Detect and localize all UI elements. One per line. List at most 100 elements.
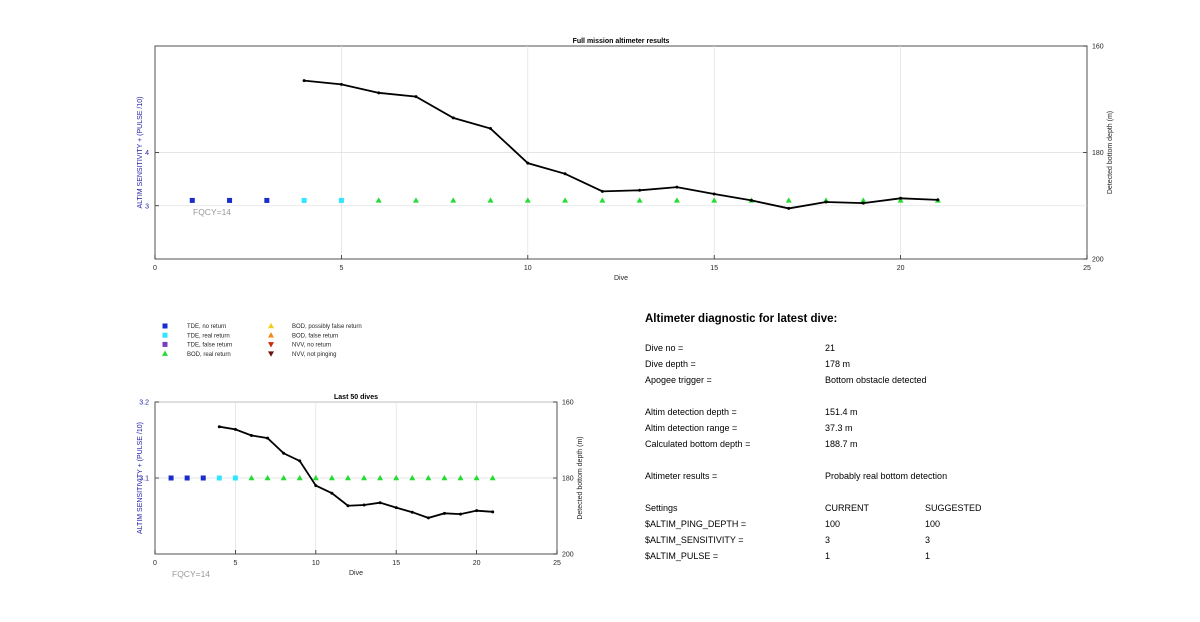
main-depth-point xyxy=(712,192,716,196)
detection-depth-value: 151.4 m xyxy=(825,407,858,417)
diagnostic-panel: Altimeter diagnostic for latest dive: Di… xyxy=(645,313,1125,567)
dive-no-label: Dive no = xyxy=(645,343,684,353)
legend-item: TDE, real return xyxy=(162,332,230,339)
last50-depth-point xyxy=(475,509,479,513)
sensitivity-label: $ALTIM_SENSITIVITY = xyxy=(645,535,744,545)
main-marker-point xyxy=(338,197,344,203)
legend-marker xyxy=(162,332,168,338)
main-depth-point xyxy=(339,82,343,86)
legend-label: TDE, no return xyxy=(187,324,226,330)
main-x-tick-label: 20 xyxy=(897,265,905,272)
legend-label: TDE, real return xyxy=(187,333,230,339)
last50-depth-point xyxy=(346,504,350,508)
last50-x-tick-label: 0 xyxy=(153,560,157,567)
main-marker-point xyxy=(450,197,457,203)
last50-depth-point xyxy=(330,491,334,495)
legend-label: NVV, no return xyxy=(292,343,331,349)
main-marker-point xyxy=(301,197,307,203)
last50-marker-point xyxy=(216,475,222,481)
diagnostic-title: Altimeter diagnostic for latest dive: xyxy=(645,313,838,325)
main-depth-point xyxy=(377,91,381,95)
main-chart-title: Full mission altimeter results xyxy=(573,38,670,45)
last50-marker-point xyxy=(312,474,319,481)
last50-depth-point xyxy=(362,503,366,507)
main-x-tick-label: 5 xyxy=(339,265,343,272)
last50-depth-point xyxy=(378,501,382,505)
main-marker-point xyxy=(487,197,494,203)
main-fqcy-annotation: FQCY=14 xyxy=(193,207,231,217)
legend-item: BOD, false return xyxy=(268,332,338,339)
last50-marker-point xyxy=(457,474,464,481)
ping-depth-current: 100 xyxy=(825,519,841,529)
last50-marker-point xyxy=(489,474,496,481)
legend-label: TDE, false return xyxy=(187,343,232,349)
current-header: CURRENT xyxy=(825,503,869,513)
last50-depth-point xyxy=(217,425,221,429)
main-depth-point xyxy=(526,161,530,165)
last50-marker-point xyxy=(232,475,238,481)
ping-depth-label: $ALTIM_PING_DEPTH = xyxy=(645,519,747,529)
apogee-row: Apogee trigger = Bottom obstacle detecte… xyxy=(645,375,1125,391)
last50-marker-point xyxy=(200,475,206,481)
main-depth-point xyxy=(600,189,604,193)
main-depth-point xyxy=(638,188,642,192)
main-y-axis-label: ALTIM SENSITIVITY + (PULSE /10) xyxy=(137,97,144,209)
main-marker-point xyxy=(524,197,531,203)
main-marker-point xyxy=(189,197,195,203)
last50-depth-point xyxy=(249,433,253,437)
last50-marker-point xyxy=(409,474,416,481)
legend: TDE, no return TDE, real return TDE, false… xyxy=(162,322,362,358)
last50-marker-point xyxy=(361,474,368,481)
last50-fqcy-annotation: FQCY=14 xyxy=(172,569,210,579)
last50-y2-tick-label: 200 xyxy=(562,552,574,559)
main-marker-point xyxy=(227,197,233,203)
legend-label: NVV, not pinging xyxy=(292,352,336,358)
last50-depth-point xyxy=(394,506,398,510)
last50-x-tick-label: 25 xyxy=(553,560,561,567)
last50-y2-axis-label: Detected bottom depth (m) xyxy=(577,436,584,519)
main-marker-point xyxy=(264,197,270,203)
last50-y2-tick-label: 160 xyxy=(562,400,574,407)
main-marker-point xyxy=(785,197,792,203)
legend-marker xyxy=(162,341,168,347)
last50-marker-point xyxy=(328,474,335,481)
apogee-value: Bottom obstacle detected xyxy=(825,375,927,385)
main-depth-point xyxy=(787,206,791,210)
main-depth-point xyxy=(414,95,418,99)
detection-depth-row: Altim detection depth = 151.4 m xyxy=(645,407,1125,423)
last50-y-tick-label: 3.1 xyxy=(139,476,149,483)
dive-no-row: Dive no = 21 xyxy=(645,343,1125,359)
detection-range-label: Altim detection range = xyxy=(645,423,738,433)
main-marker-point xyxy=(860,197,867,203)
ping-depth-row: $ALTIM_PING_DEPTH = 100 100 xyxy=(645,519,1125,535)
last50-depth-point xyxy=(442,511,446,515)
last50-x-tick-label: 15 xyxy=(392,560,400,567)
last50-marker-point xyxy=(425,474,432,481)
dive-depth-value: 178 m xyxy=(825,359,851,369)
main-x-tick-label: 15 xyxy=(710,265,718,272)
last50-x-tick-label: 5 xyxy=(233,560,237,567)
last50-chart-title: Last 50 dives xyxy=(334,394,378,401)
apogee-label: Apogee trigger = xyxy=(645,375,712,385)
main-x-tick-label: 0 xyxy=(153,265,157,272)
last50-depth-point xyxy=(233,427,237,431)
last50-marker-point xyxy=(473,474,480,481)
results-label: Altimeter results = xyxy=(645,471,718,481)
legend-item: NVV, no return xyxy=(268,342,331,349)
main-marker-point xyxy=(412,197,419,203)
pulse-row: $ALTIM_PULSE = 1 1 xyxy=(645,551,1125,567)
legend-item: TDE, no return xyxy=(162,323,226,330)
legend-marker xyxy=(268,351,274,357)
main-y-tick-label: 4 xyxy=(145,150,149,157)
last50-y-axis-label: ALTIM SENSITIVITY + (PULSE /10) xyxy=(137,422,144,534)
legend-marker xyxy=(268,342,274,348)
legend-marker xyxy=(162,350,168,356)
last50-y-tick-label: 3.2 xyxy=(139,400,149,407)
last50-depth-point xyxy=(410,510,414,514)
last50-marker-point xyxy=(296,474,303,481)
main-depth-point xyxy=(302,79,306,83)
legend-marker xyxy=(268,322,274,329)
detection-depth-label: Altim detection depth = xyxy=(645,407,737,417)
main-y2-tick-label: 160 xyxy=(1092,44,1104,51)
